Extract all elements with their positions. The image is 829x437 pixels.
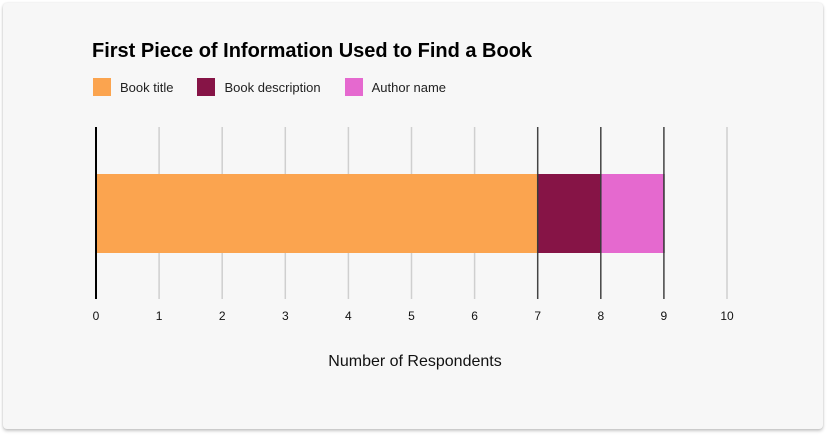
chart-title: First Piece of Information Used to Find … (92, 40, 533, 62)
legend-swatch-book-title (93, 78, 111, 96)
legend-label-author-name: Author name (371, 79, 447, 95)
x-tick-label-9: 9 (661, 309, 668, 323)
x-tick-label-7: 7 (534, 309, 541, 323)
legend-swatch-author-name (344, 78, 363, 96)
legend-label-book-title: Book title (120, 79, 174, 95)
legend-swatch-book-description (197, 78, 216, 96)
x-tick-label-1: 1 (156, 309, 163, 323)
bar-segment-author-name (600, 174, 664, 253)
x-tick-label-10: 10 (720, 309, 734, 323)
x-tick-label-0: 0 (93, 309, 100, 323)
bar-segment-book-title (96, 174, 538, 253)
x-tick-label-3: 3 (282, 309, 289, 323)
x-tick-label-5: 5 (408, 309, 415, 323)
x-tick-label-2: 2 (219, 309, 226, 323)
x-tick-label-8: 8 (597, 309, 604, 323)
legend-item-book-title: Book title (93, 78, 173, 96)
legend-item-book-description: Book description (197, 78, 321, 96)
legend-item-author-name: Author name (344, 78, 447, 96)
x-axis-title: Number of Respondents (328, 353, 501, 370)
bar-segment-book-description (537, 174, 601, 253)
chart-legend: Book title Book description Author name (93, 78, 470, 96)
legend-label-book-description: Book description (224, 79, 321, 95)
x-tick-label-6: 6 (471, 309, 478, 323)
x-tick-label-4: 4 (345, 309, 352, 323)
